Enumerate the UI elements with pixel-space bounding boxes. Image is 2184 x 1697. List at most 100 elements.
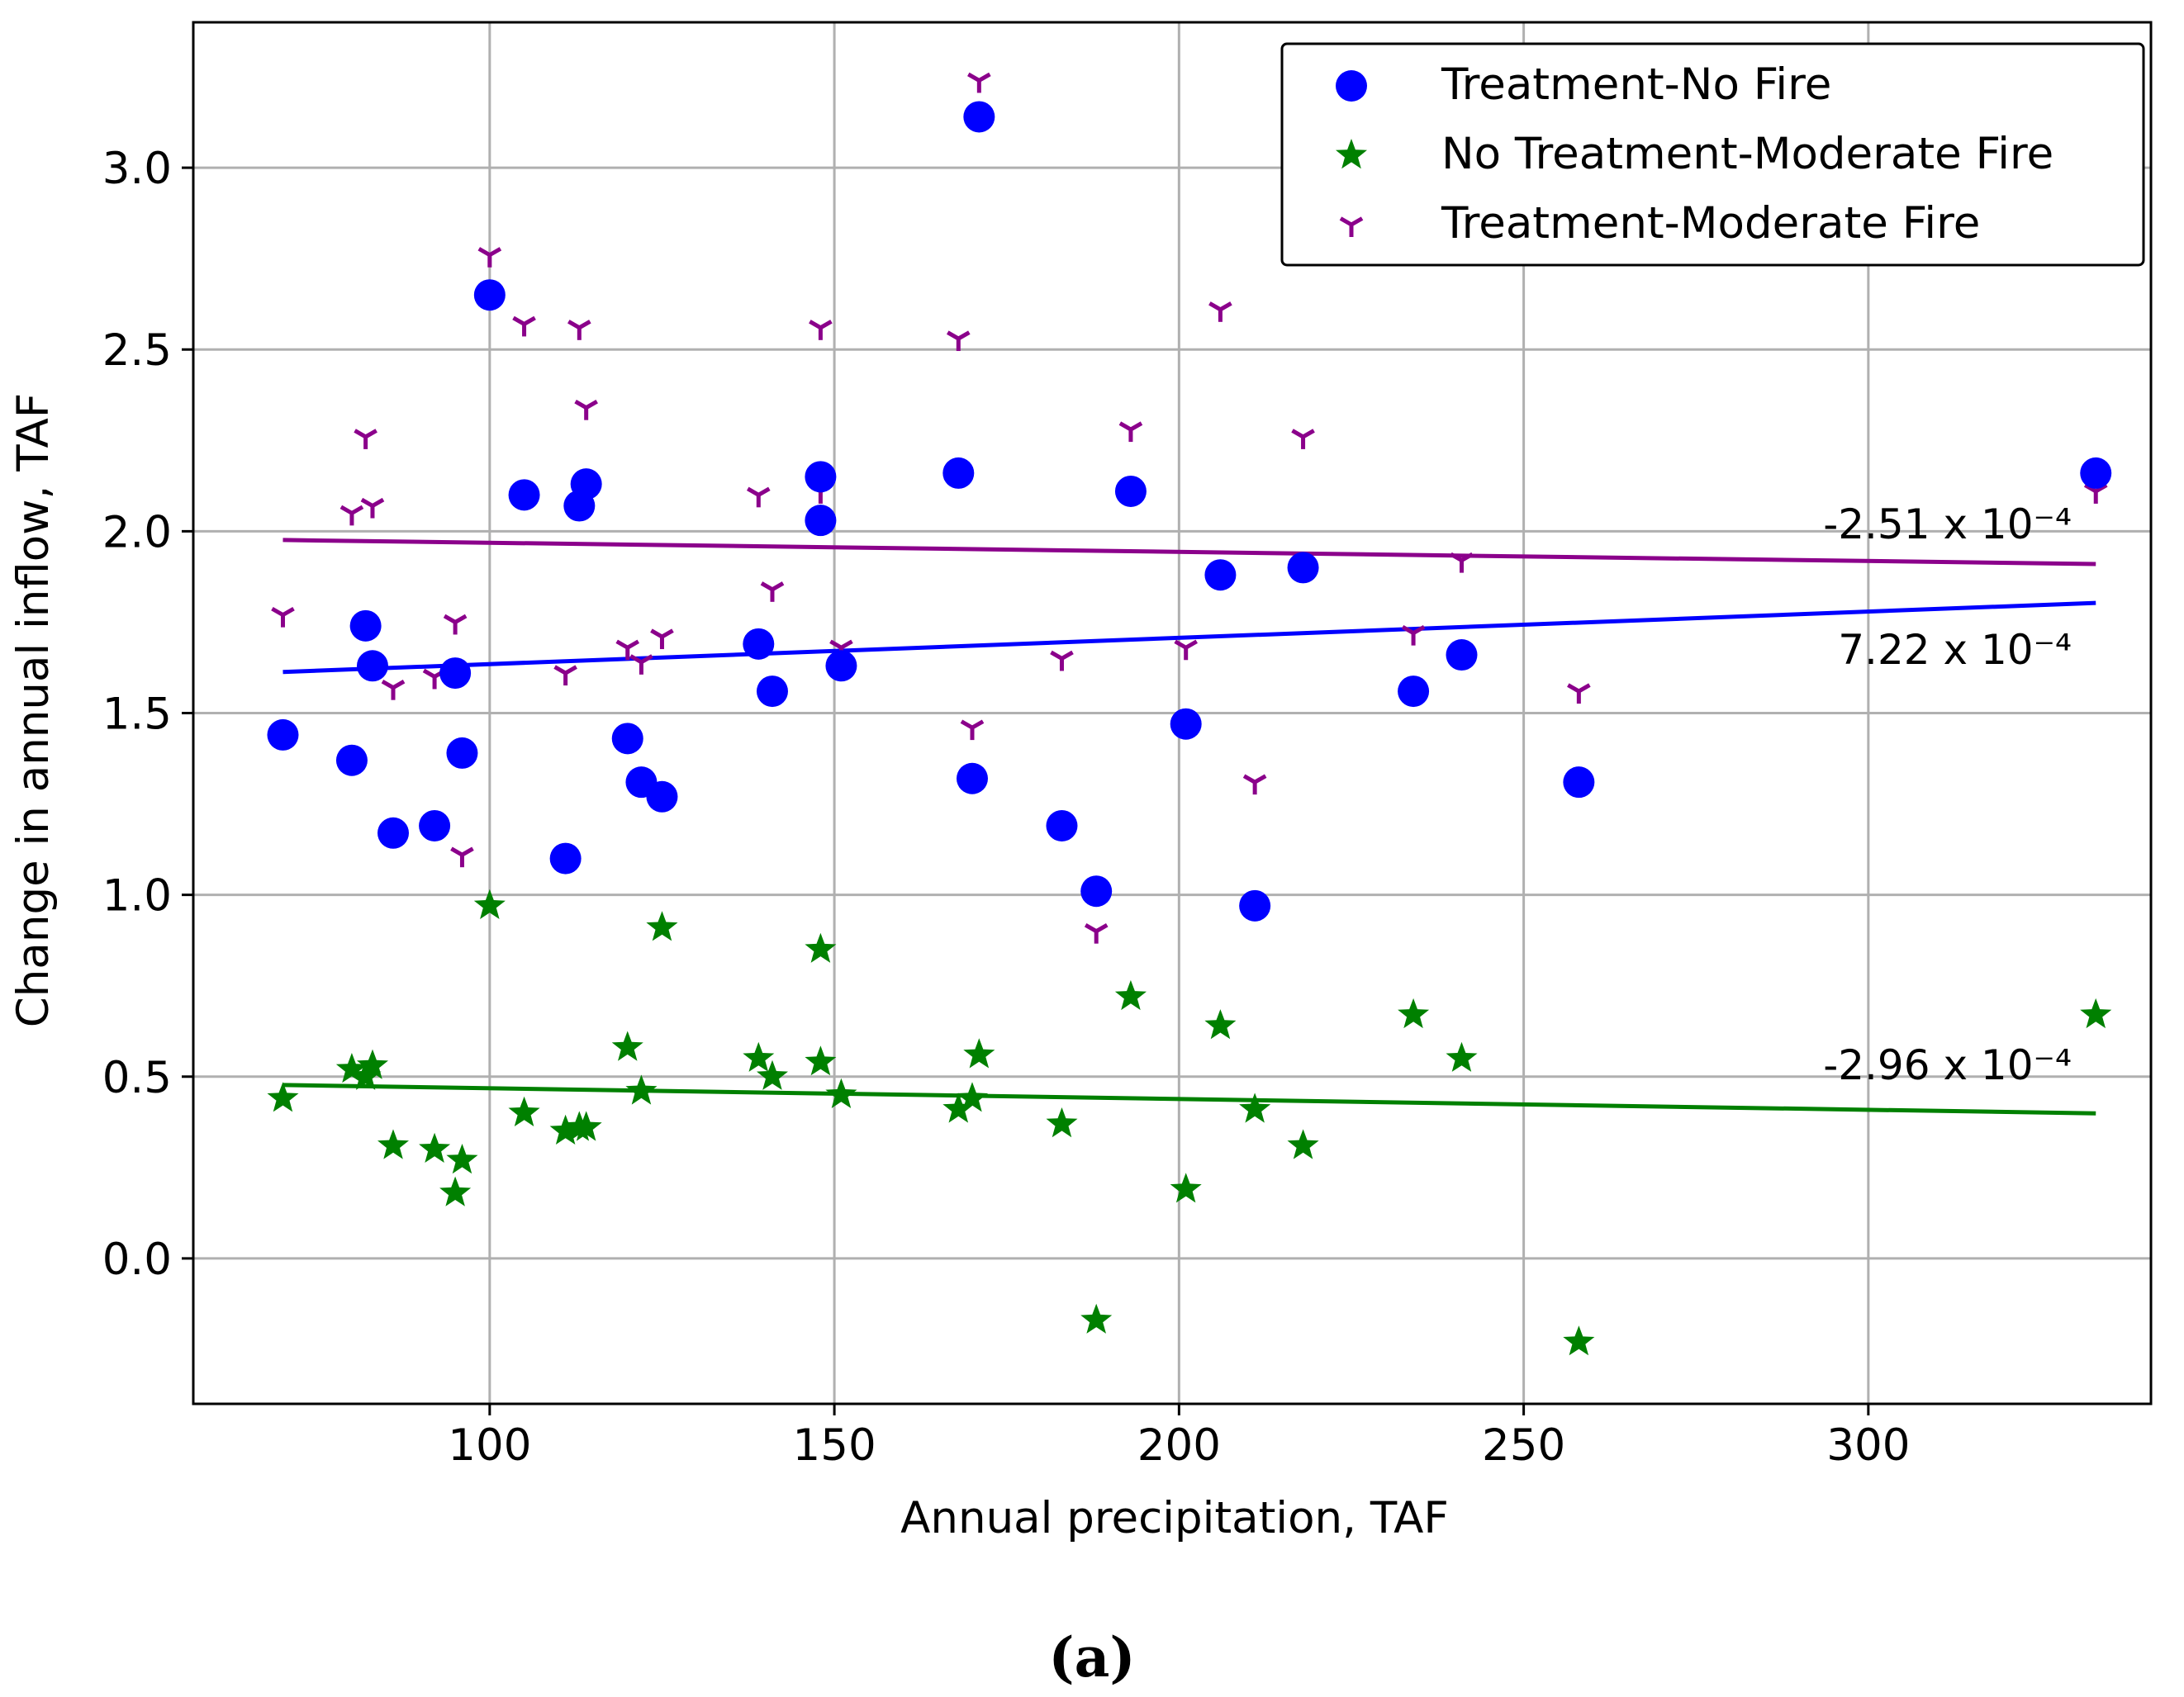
data-point-circle — [805, 461, 837, 493]
data-point-circle — [549, 842, 582, 875]
data-point-tri_down — [629, 654, 653, 675]
y-axis-label: Change in annual inflow, TAF — [8, 393, 59, 1027]
data-point-tri_down — [615, 639, 640, 661]
data-point-star — [419, 1132, 451, 1163]
data-point-circle — [963, 101, 995, 133]
data-point-tri_down — [947, 330, 971, 352]
data-point-star — [377, 1129, 409, 1159]
data-point-circle — [1114, 475, 1147, 507]
legend-marker-circle — [1336, 70, 1367, 102]
data-point-star — [805, 1045, 837, 1076]
slope-label-0: 7.22 x 10⁻⁴ — [1838, 626, 2072, 674]
slope-label-1: -2.96 x 10⁻⁴ — [1823, 1041, 2072, 1089]
data-point-tri_down — [574, 400, 598, 420]
slope-label-2: -2.51 x 10⁻⁴ — [1823, 500, 2072, 548]
data-point-circle — [646, 780, 678, 813]
data-point-circle — [349, 609, 382, 642]
data-point-circle — [1287, 552, 1319, 584]
trend-lines — [282, 538, 2096, 1116]
data-point-star — [963, 1038, 995, 1069]
y-tick-label: 1.5 — [102, 690, 172, 740]
legend-label: Treatment-Moderate Fire — [1441, 198, 1980, 249]
data-point-circle — [377, 817, 410, 849]
data-point-tri_down — [567, 320, 591, 340]
data-point-circle — [419, 809, 451, 841]
data-point-circle — [942, 457, 975, 489]
data-point-circle — [570, 468, 602, 500]
legend-label: No Treatment-Moderate Fire — [1441, 129, 2053, 179]
x-tick-label: 300 — [1826, 1420, 1910, 1471]
data-point-circle — [356, 650, 388, 682]
data-point-star — [757, 1059, 788, 1090]
data-point-star — [570, 1111, 602, 1141]
legend-label: Treatment-No Fire — [1441, 59, 1831, 110]
data-point-circle — [267, 718, 299, 751]
data-point-star — [743, 1041, 775, 1072]
x-tick-label: 100 — [448, 1420, 531, 1471]
data-point-star — [1239, 1093, 1271, 1123]
data-point-tri_down — [553, 665, 577, 686]
data-point-star — [805, 932, 837, 963]
data-point-circle — [2080, 457, 2112, 489]
legend-marker-star — [1336, 139, 1367, 169]
data-point-star — [1170, 1173, 1202, 1203]
data-point-tri_down — [512, 315, 536, 337]
data-point-star — [1080, 1303, 1113, 1334]
data-point-tri_down — [967, 72, 991, 93]
data-point-star — [446, 1144, 478, 1174]
data-point-star — [942, 1093, 975, 1123]
data-point-circle — [1204, 559, 1237, 591]
data-point-tri_down — [1118, 421, 1143, 443]
data-point-tri_down — [360, 497, 385, 519]
data-point-tri_down — [477, 247, 502, 268]
data-point-circle — [1446, 639, 1478, 671]
data-point-tri_down — [960, 719, 985, 741]
data-point-star — [646, 911, 678, 941]
data-point-star — [473, 889, 506, 919]
legend: Treatment-No Fire No Treatment-Moderate F… — [1280, 42, 2145, 267]
data-point-star — [439, 1176, 472, 1206]
data-point-circle — [1398, 675, 1430, 708]
data-point-circle — [446, 737, 478, 769]
x-tick-label: 150 — [793, 1420, 876, 1471]
data-point-star — [957, 1082, 988, 1112]
data-point-star — [549, 1114, 582, 1145]
x-tick-label: 200 — [1137, 1420, 1221, 1471]
data-point-circle — [473, 279, 506, 311]
data-point-circle — [956, 762, 988, 794]
data-point-circle — [1046, 809, 1078, 841]
data-point-tri_down — [271, 606, 295, 628]
data-point-tri_down — [1084, 922, 1109, 944]
data-point-tri_down — [1291, 429, 1315, 449]
data-point-tri_down — [1050, 650, 1074, 671]
data-point-star — [625, 1074, 658, 1105]
data-point-tri_down — [760, 581, 785, 602]
data-point-star — [1204, 1009, 1237, 1040]
data-point-circle — [1563, 766, 1595, 799]
data-point-star — [1287, 1129, 1319, 1159]
data-point-circle — [508, 479, 540, 511]
y-tick-label: 2.0 — [102, 507, 172, 557]
data-point-circle — [439, 657, 472, 690]
data-point-circle — [805, 505, 837, 537]
data-points — [267, 72, 2112, 1356]
figure-caption: (a) — [1048, 1625, 1135, 1690]
data-point-tri_down — [1401, 624, 1426, 646]
data-point-tri_down — [2083, 483, 2108, 504]
data-point-star — [1563, 1325, 1595, 1356]
x-tick-label: 250 — [1482, 1420, 1565, 1471]
y-tick-label: 3.0 — [102, 144, 172, 194]
legend-box — [1280, 42, 2145, 267]
data-point-tri_down — [809, 320, 833, 340]
data-point-star — [1046, 1107, 1078, 1138]
y-tick-label: 0.5 — [102, 1053, 172, 1103]
x-axis-label: Annual precipitation, TAF — [900, 1493, 1449, 1543]
data-point-star — [508, 1096, 540, 1126]
trend-line-2 — [282, 538, 2096, 566]
data-point-star — [825, 1078, 857, 1108]
data-point-circle — [1239, 889, 1271, 922]
trend-line-1 — [282, 1083, 2096, 1116]
data-point-star — [335, 1053, 368, 1083]
